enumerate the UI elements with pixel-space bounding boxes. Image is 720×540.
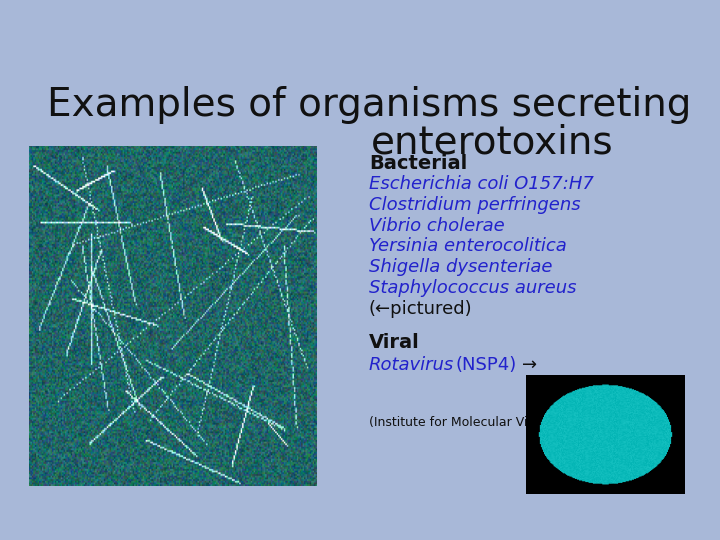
Text: Rotavirus: Rotavirus: [369, 356, 454, 374]
Text: (NSP4): (NSP4): [456, 356, 517, 374]
Text: Clostridium perfringens: Clostridium perfringens: [369, 196, 580, 214]
Text: (←pictured): (←pictured): [369, 300, 472, 318]
Text: Staphylococcus aureus: Staphylococcus aureus: [369, 279, 577, 297]
Text: (Institute for Molecular Virology, WI): (Institute for Molecular Virology, WI): [369, 416, 595, 429]
Text: Viral: Viral: [369, 333, 420, 352]
Text: →: →: [523, 356, 538, 374]
Text: Escherichia coli O157:H7: Escherichia coli O157:H7: [369, 175, 594, 193]
Text: Vibrio cholerae: Vibrio cholerae: [369, 217, 505, 234]
Text: Examples of organisms secreting: Examples of organisms secreting: [47, 85, 691, 124]
Text: Yersinia enterocolitica: Yersinia enterocolitica: [369, 238, 567, 255]
Text: enterotoxins: enterotoxins: [371, 123, 613, 161]
Text: Bacterial: Bacterial: [369, 154, 467, 173]
Text: Shigella dysenteriae: Shigella dysenteriae: [369, 258, 552, 276]
